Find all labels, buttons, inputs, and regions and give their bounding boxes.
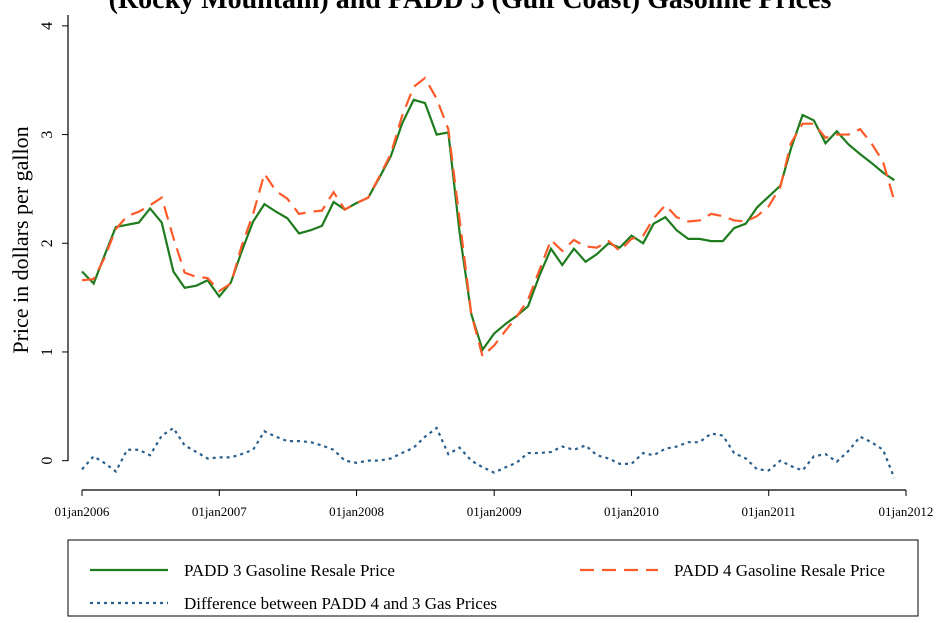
x-tick-label: 01jan2007 bbox=[192, 504, 247, 519]
x-tick-label: 01jan2009 bbox=[467, 504, 522, 519]
x-tick-label: 01jan2010 bbox=[604, 504, 659, 519]
legend-box bbox=[67, 539, 919, 617]
y-tick-label: 2 bbox=[39, 239, 56, 247]
x-tick-label: 01jan2011 bbox=[742, 504, 796, 519]
series-line bbox=[81, 76, 896, 359]
chart-title: (Rocky Mountain) and PADD 3 (Gulf Coast)… bbox=[109, 0, 832, 15]
y-tick-label: 3 bbox=[39, 131, 56, 139]
x-tick-label: 01jan2006 bbox=[55, 504, 110, 519]
y-tick-label: 4 bbox=[39, 22, 56, 30]
x-tick-label: 01jan2008 bbox=[329, 504, 384, 519]
y-tick-label: 1 bbox=[39, 348, 56, 356]
series-line bbox=[81, 426, 896, 479]
legend-label: Difference between PADD 4 and 3 Gas Pric… bbox=[184, 594, 497, 613]
y-tick-label: 0 bbox=[39, 457, 56, 465]
series-line bbox=[81, 98, 895, 353]
x-tick-label: 01jan2012 bbox=[879, 504, 934, 519]
legend-label: PADD 3 Gasoline Resale Price bbox=[184, 561, 395, 580]
y-axis-label: Price in dollars per gallon bbox=[8, 126, 33, 353]
legend-label: PADD 4 Gasoline Resale Price bbox=[674, 561, 885, 580]
